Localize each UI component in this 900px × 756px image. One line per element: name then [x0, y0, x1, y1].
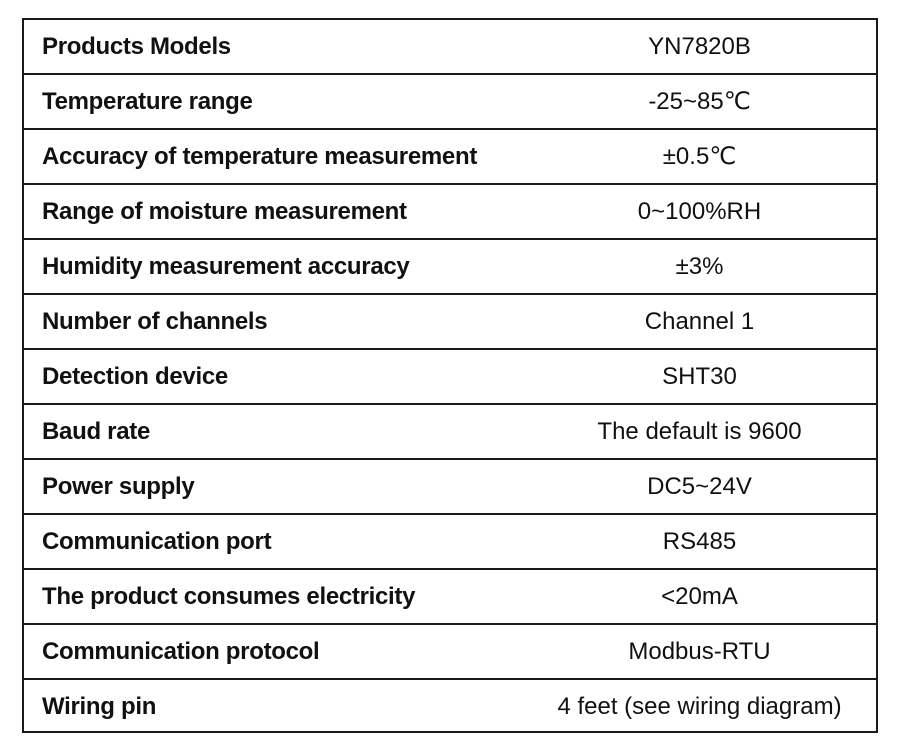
table-row-products-models: Products Models YN7820B	[24, 20, 876, 75]
table-row-communication-protocol: Communication protocol Modbus-RTU	[24, 625, 876, 680]
row-label: Communication port	[42, 527, 272, 555]
row-value: 0~100%RH	[637, 197, 762, 225]
row-value: ±3%	[675, 252, 724, 280]
table-row-channels: Number of channels Channel 1	[24, 295, 876, 350]
table-row-communication-port: Communication port RS485	[24, 515, 876, 570]
row-value: DC5~24V	[647, 472, 752, 500]
table-row-temperature-accuracy: Accuracy of temperature measurement ±0.5…	[24, 130, 876, 185]
row-label: Wiring pin	[42, 692, 157, 720]
row-label: Detection device	[42, 362, 228, 390]
spec-table: Products Models YN7820B Temperature rang…	[22, 18, 878, 733]
row-value: Channel 1	[644, 307, 755, 335]
row-label: Humidity measurement accuracy	[42, 252, 410, 280]
table-row-wiring-pin: Wiring pin 4 feet (see wiring diagram)	[24, 680, 876, 733]
table-row-power-consumption: The product consumes electricity <20mA	[24, 570, 876, 625]
row-label: Baud rate	[42, 417, 150, 445]
row-label: Range of moisture measurement	[42, 197, 407, 225]
table-row-baud-rate: Baud rate The default is 9600	[24, 405, 876, 460]
row-value: The default is 9600	[597, 417, 802, 445]
row-value: 4 feet (see wiring diagram)	[557, 692, 842, 720]
row-value: YN7820B	[648, 32, 751, 60]
row-value: <20mA	[661, 582, 738, 610]
row-label: Power supply	[42, 472, 195, 500]
row-value: RS485	[662, 527, 737, 555]
row-value: -25~85℃	[648, 88, 751, 115]
table-row-temperature-range: Temperature range -25~85℃	[24, 75, 876, 130]
table-row-power-supply: Power supply DC5~24V	[24, 460, 876, 515]
row-label: Products Models	[42, 32, 231, 60]
table-row-humidity-accuracy: Humidity measurement accuracy ±3%	[24, 240, 876, 295]
row-label: Number of channels	[42, 307, 268, 335]
row-label: Temperature range	[42, 87, 253, 115]
table-row-detection-device: Detection device SHT30	[24, 350, 876, 405]
row-label: Communication protocol	[42, 637, 320, 665]
row-value: Modbus-RTU	[628, 637, 771, 665]
row-value: SHT30	[662, 362, 737, 390]
table-row-moisture-range: Range of moisture measurement 0~100%RH	[24, 185, 876, 240]
row-value: ±0.5℃	[662, 143, 737, 170]
row-label: Accuracy of temperature measurement	[42, 142, 478, 170]
row-label: The product consumes electricity	[42, 582, 416, 610]
